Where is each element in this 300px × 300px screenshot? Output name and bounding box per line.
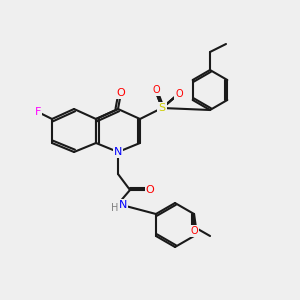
Text: O: O bbox=[117, 88, 125, 98]
Text: O: O bbox=[175, 89, 183, 99]
Text: N: N bbox=[114, 147, 122, 157]
Text: N: N bbox=[119, 200, 127, 210]
Text: O: O bbox=[190, 226, 198, 236]
Text: O: O bbox=[152, 85, 160, 95]
Text: O: O bbox=[146, 185, 154, 195]
Text: H: H bbox=[111, 203, 119, 213]
Text: F: F bbox=[35, 107, 41, 117]
Text: S: S bbox=[158, 103, 166, 113]
